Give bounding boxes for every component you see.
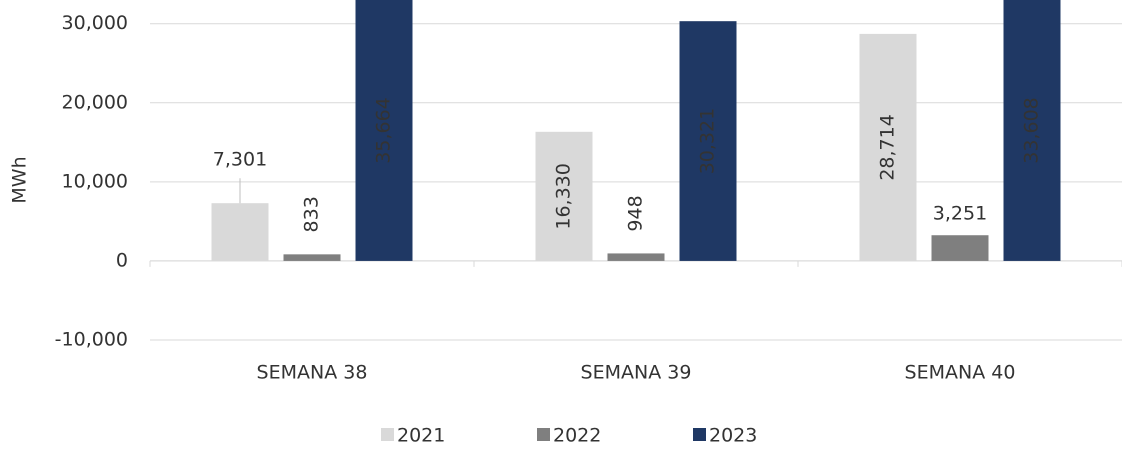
y-tick-label: 30,000 xyxy=(62,12,128,34)
legend-label: 2023 xyxy=(709,425,757,447)
bar xyxy=(1003,0,1061,261)
bar xyxy=(355,0,413,261)
data-label: 35,664 xyxy=(373,97,395,163)
bar xyxy=(931,235,989,261)
data-label: 33,608 xyxy=(1021,97,1043,163)
y-tick-label: -10,000 xyxy=(55,329,128,351)
data-label: 28,714 xyxy=(877,114,899,180)
bar xyxy=(859,33,917,261)
data-label: 948 xyxy=(625,195,647,231)
y-tick-label: 10,000 xyxy=(62,170,128,192)
bar xyxy=(607,253,665,261)
legend-label: 2022 xyxy=(553,425,601,447)
bar xyxy=(283,254,341,261)
y-tick-label: 0 xyxy=(116,249,128,271)
legend-swatch xyxy=(537,428,550,441)
bar xyxy=(535,131,593,261)
data-label: 833 xyxy=(301,196,323,232)
x-tick-label: SEMANA 40 xyxy=(905,362,1016,384)
y-axis-label: MWh xyxy=(9,156,31,203)
x-tick-label: SEMANA 39 xyxy=(581,362,692,384)
x-tick-label: SEMANA 38 xyxy=(257,362,368,384)
bar xyxy=(679,21,737,261)
legend-swatch xyxy=(693,428,706,441)
data-label: 16,330 xyxy=(553,163,575,229)
legend-label: 2021 xyxy=(397,425,445,447)
legend-swatch xyxy=(381,428,394,441)
bar xyxy=(211,203,269,261)
y-tick-label: 20,000 xyxy=(62,91,128,113)
data-label: 3,251 xyxy=(933,203,987,225)
data-label: 30,321 xyxy=(697,108,719,174)
data-label: 7,301 xyxy=(213,149,267,171)
